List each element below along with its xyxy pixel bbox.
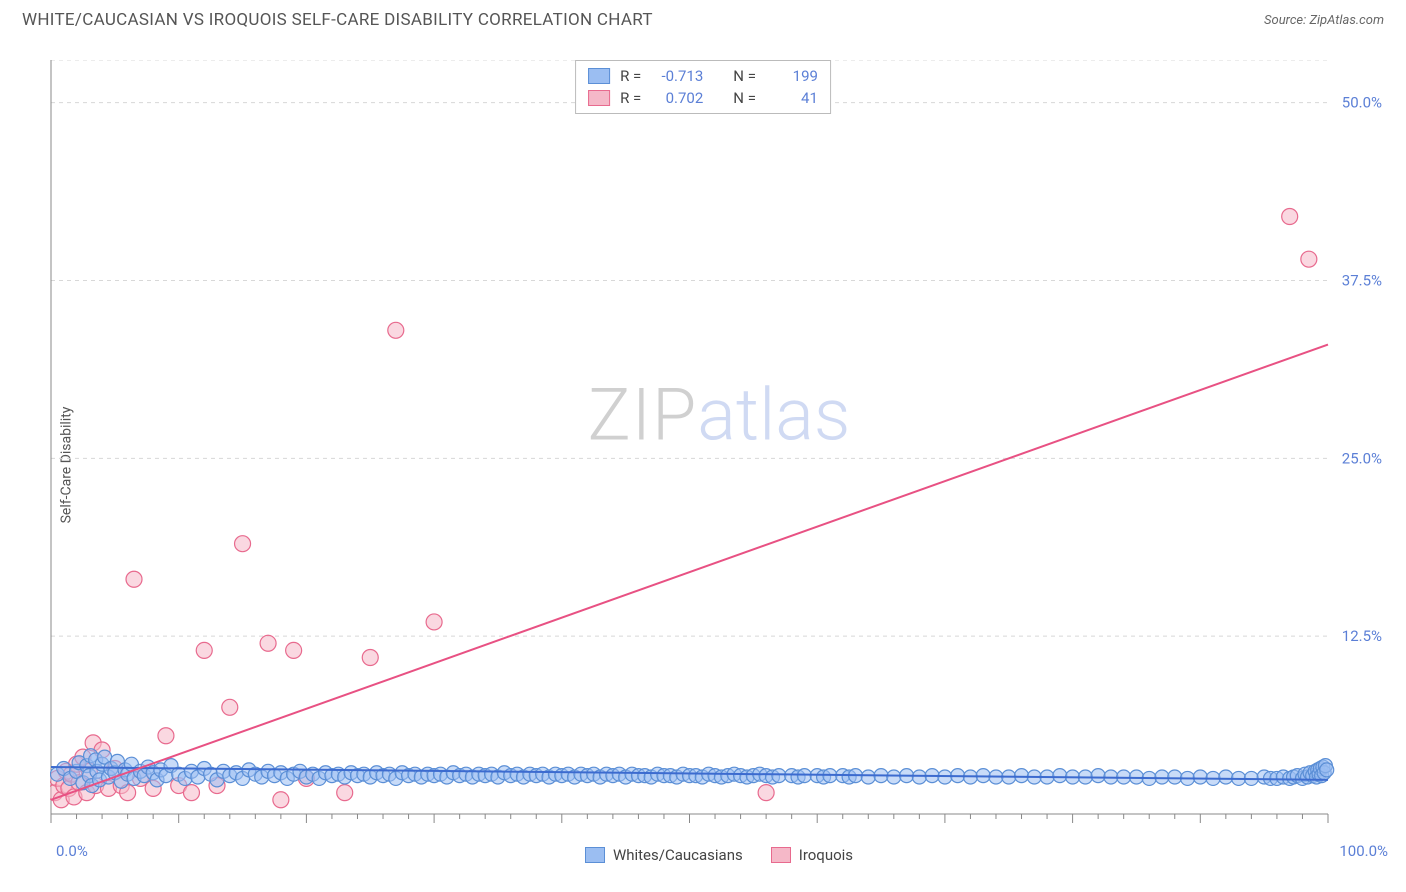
n-value-1: 41: [766, 89, 818, 107]
swatch-series-0: [588, 68, 610, 84]
svg-text:37.5%: 37.5%: [1342, 272, 1382, 290]
legend-item-1: Iroquois: [771, 846, 853, 864]
source-prefix: Source:: [1264, 13, 1309, 28]
n-label: N =: [733, 67, 756, 85]
legend-swatch-0: [585, 847, 605, 863]
plot-region: 12.5%25.0%37.5%50.0% ZIPatlas: [50, 60, 1388, 832]
source-attribution: Source: ZipAtlas.com: [1264, 13, 1384, 28]
stats-row-series-0: R = -0.713 N = 199: [588, 65, 818, 87]
legend-item-0: Whites/Caucasians: [585, 846, 743, 864]
legend-label-0: Whites/Caucasians: [613, 846, 743, 864]
legend-swatch-1: [771, 847, 791, 863]
svg-text:25.0%: 25.0%: [1342, 449, 1382, 467]
svg-text:12.5%: 12.5%: [1342, 627, 1382, 645]
r-value-0: -0.713: [651, 67, 703, 85]
n-label: N =: [733, 89, 756, 107]
chart-area: Self-Care Disability R = -0.713 N = 199 …: [0, 38, 1406, 892]
stats-legend: R = -0.713 N = 199 R = 0.702 N = 41: [575, 60, 831, 114]
svg-text:50.0%: 50.0%: [1342, 94, 1382, 112]
n-value-0: 199: [766, 67, 818, 85]
chart-title: WHITE/CAUCASIAN VS IROQUOIS SELF-CARE DI…: [22, 10, 653, 30]
stats-row-series-1: R = 0.702 N = 41: [588, 87, 818, 109]
r-label: R =: [620, 67, 641, 85]
chart-header: WHITE/CAUCASIAN VS IROQUOIS SELF-CARE DI…: [0, 0, 1406, 38]
legend-label-1: Iroquois: [799, 846, 853, 864]
chart-svg: 12.5% 25.0% 37.5% 50.0%: [50, 60, 1388, 832]
swatch-series-1: [588, 90, 610, 106]
bottom-legend: Whites/Caucasians Iroquois: [50, 846, 1388, 864]
source-link[interactable]: ZipAtlas.com: [1309, 13, 1384, 28]
r-value-1: 0.702: [651, 89, 703, 107]
r-label: R =: [620, 89, 641, 107]
